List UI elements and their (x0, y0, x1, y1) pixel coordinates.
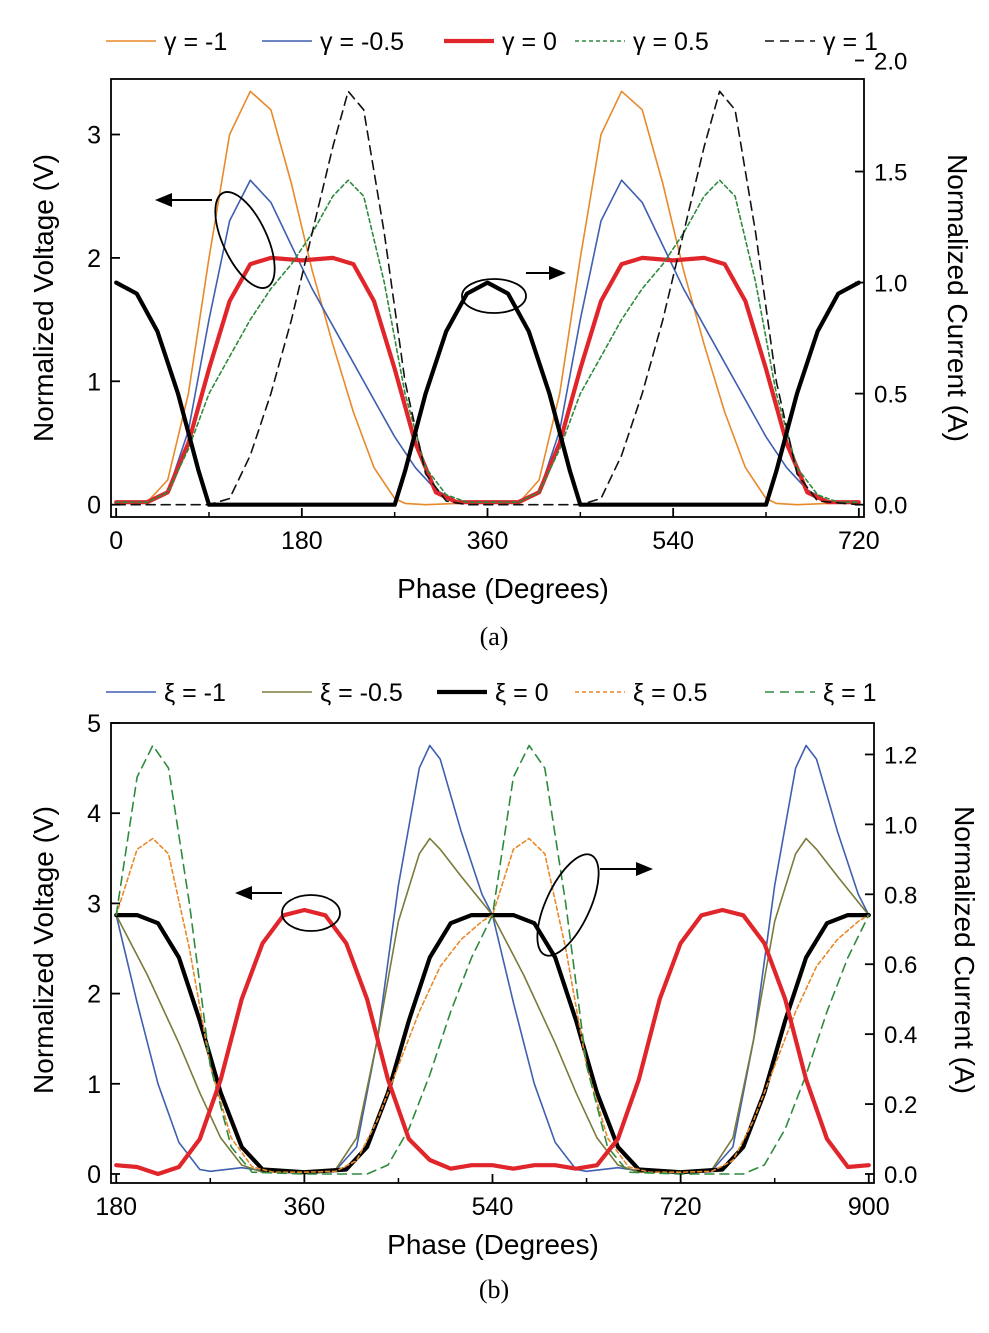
caption-b: (b) (479, 1275, 509, 1304)
y-left-axis-title-b: Normalized Voltage (V) (28, 806, 59, 1094)
y-right-tick-label-b-0: 0.0 (884, 1162, 917, 1189)
legend-label-a-1: γ = -0.5 (320, 28, 404, 56)
series-line-a-4 (115, 90, 860, 506)
y-left-tick-label-a-3: 3 (87, 122, 101, 150)
legend-b: ξ = -1 ξ = -0.5 ξ = 0 ξ = 0.5 ξ = 1 (106, 679, 877, 707)
voltage-group-ellipse-b (536, 853, 600, 957)
series-line-a-5 (114, 280, 861, 507)
y-right-tick-label-a-4: 2.0 (874, 49, 907, 76)
axes-a: 0 180 360 540 720 0 1 2 3 0.0 0.5 1.0 1.5 2.0 (87, 49, 907, 555)
y-right-tick-label-a-1: 0.5 (874, 382, 907, 409)
y-right-tick-label-b-1: 0.2 (884, 1092, 917, 1119)
legend-label-b-1: ξ = -0.5 (320, 679, 403, 707)
voltage-group-ellipse (214, 191, 276, 289)
y-left-tick-label-b-0: 0 (87, 1161, 101, 1189)
y-right-axis-title-b: Normalized Current (A) (949, 806, 980, 1094)
series-line-b-5 (114, 907, 871, 1177)
y-right-tick-label-b-5: 1.0 (884, 812, 917, 839)
series-line-b-0 (115, 744, 870, 1173)
legend-label-a-2: γ = 0 (502, 28, 557, 56)
axes-b: 180 360 540 720 900 0 1 2 3 4 5 0.0 0.2 0.4 0.6 0.8 1.0 1… (87, 710, 917, 1221)
legend-label-a-3: γ = 0.5 (633, 28, 709, 56)
series-a (114, 90, 861, 507)
y-right-tick-label-a-0: 0.0 (874, 493, 907, 520)
legend-label-a-0: γ = -1 (164, 28, 227, 56)
x-tick-label-a-3: 540 (652, 527, 694, 555)
legend-label-a-4: γ = 1 (823, 28, 878, 56)
right-arrow-head-icon (549, 266, 566, 280)
x-tick-label-b-3: 720 (660, 1193, 702, 1221)
y-left-tick-label-a-0: 0 (87, 492, 101, 520)
series-line-a-1 (115, 179, 860, 504)
current-peak-ellipse-b (281, 894, 341, 932)
legend-label-b-0: ξ = -1 (164, 679, 226, 707)
series-line-b-1 (115, 837, 870, 1173)
y-left-tick-label-b-3: 3 (87, 890, 101, 918)
current-peak-ellipse (461, 278, 527, 314)
y-right-tick-label-b-3: 0.6 (884, 952, 917, 979)
legend-label-b-3: ξ = 0.5 (633, 679, 707, 707)
annotations-b (235, 853, 653, 957)
legend-a: γ = -1 γ = -0.5 γ = 0 γ = 0.5 γ = 1 (106, 28, 878, 56)
left-arrow-head-icon (155, 193, 172, 207)
x-tick-label-b-0: 180 (95, 1193, 137, 1221)
series-line-a-0 (115, 90, 860, 506)
y-left-tick-label-b-2: 2 (87, 981, 101, 1009)
left-arrow-head-icon-b (235, 886, 252, 900)
x-tick-label-b-1: 360 (284, 1193, 326, 1221)
y-right-axis-title-a: Normalized Current (A) (942, 154, 973, 442)
y-left-tick-label-a-2: 2 (87, 245, 101, 273)
y-right-tick-label-b-4: 0.8 (884, 882, 917, 909)
series-line-b-4 (115, 744, 870, 1175)
panel-a: γ = -1 γ = -0.5 γ = 0 γ = 0.5 γ = 1 0 180 360 5… (28, 28, 973, 651)
y-left-axis-title-a: Normalized Voltage (V) (28, 154, 59, 442)
legend-label-b-2: ξ = 0 (495, 679, 549, 707)
x-axis-title-b: Phase (Degrees) (387, 1229, 599, 1260)
annotations-a (155, 191, 566, 314)
y-right-tick-label-b-6: 1.2 (884, 742, 917, 769)
x-tick-label-a-4: 720 (838, 527, 880, 555)
x-tick-label-b-4: 900 (848, 1193, 890, 1221)
x-axis-title-a: Phase (Degrees) (397, 573, 609, 604)
x-tick-label-a-2: 360 (467, 527, 509, 555)
y-left-tick-label-a-1: 1 (87, 368, 101, 396)
series-b (114, 744, 871, 1177)
y-right-tick-label-a-2: 1.0 (874, 271, 907, 298)
x-tick-label-a-0: 0 (109, 527, 123, 555)
series-line-a-3 (115, 179, 860, 504)
x-tick-label-b-2: 540 (472, 1193, 514, 1221)
caption-a: (a) (480, 622, 509, 651)
legend-label-b-4: ξ = 1 (823, 679, 877, 707)
plot-frame-b (110, 722, 875, 1184)
y-right-tick-label-b-2: 0.4 (884, 1022, 917, 1049)
right-arrow-head-icon-b (636, 862, 653, 876)
y-left-tick-label-b-4: 4 (87, 800, 101, 828)
y-left-tick-label-b-5: 5 (87, 710, 101, 738)
series-line-a-2 (114, 255, 861, 505)
series-line-b-3 (115, 837, 870, 1173)
y-right-tick-label-a-3: 1.5 (874, 160, 907, 187)
plot-frame-a (110, 78, 865, 518)
y-left-tick-label-b-1: 1 (87, 1071, 101, 1099)
x-tick-label-a-1: 180 (281, 527, 323, 555)
